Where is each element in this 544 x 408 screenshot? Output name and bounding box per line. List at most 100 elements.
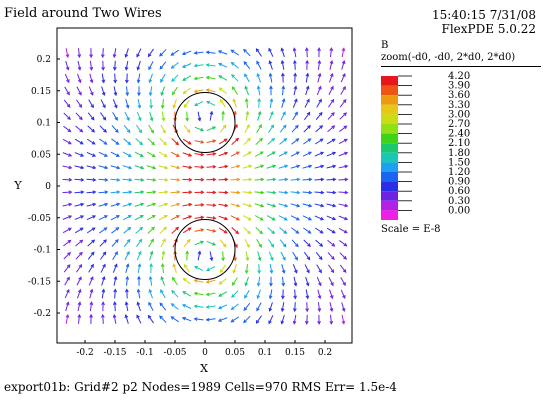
field-arrow xyxy=(340,277,346,286)
field-arrow xyxy=(147,226,155,234)
field-arrow xyxy=(316,264,322,273)
field-arrow xyxy=(149,289,153,299)
field-arrow-head xyxy=(205,63,210,67)
field-arrow-head xyxy=(293,295,298,300)
field-arrow xyxy=(148,61,154,70)
field-arrow-head xyxy=(176,153,180,157)
field-arrow xyxy=(316,276,322,286)
field-arrow xyxy=(182,304,192,309)
field-arrow xyxy=(65,48,69,58)
field-arrow-head xyxy=(186,129,191,134)
field-arrow-head xyxy=(256,282,261,287)
field-arrow xyxy=(172,86,178,95)
legend-swatch xyxy=(381,124,398,134)
field-arrow-head xyxy=(320,203,325,208)
legend-level-label: 4.20 xyxy=(448,71,470,82)
field-arrow-head xyxy=(224,164,229,169)
field-arrow xyxy=(89,73,93,83)
field-arrow-head xyxy=(149,263,153,267)
field-arrow xyxy=(338,138,348,145)
field-arrow xyxy=(86,215,96,221)
field-arrow xyxy=(255,226,263,234)
field-arrow xyxy=(135,239,143,248)
field-arrow-head xyxy=(103,227,108,231)
field-arrow-head xyxy=(164,202,169,207)
field-arrow-head xyxy=(283,230,288,234)
field-arrow xyxy=(278,165,288,169)
field-arrow-head xyxy=(281,72,285,77)
field-arrow xyxy=(290,151,300,157)
field-arrow xyxy=(306,314,308,324)
field-arrow xyxy=(182,317,192,322)
field-arrow-head xyxy=(329,59,334,64)
field-arrow-head xyxy=(101,91,106,97)
field-arrow-head xyxy=(136,288,141,293)
field-arrow xyxy=(113,48,117,58)
field-arrow xyxy=(206,241,216,246)
field-arrow-head xyxy=(116,215,120,219)
field-arrow-head xyxy=(217,50,222,54)
field-arrow-head xyxy=(151,214,156,219)
field-arrow xyxy=(99,251,107,260)
field-arrow xyxy=(302,178,312,181)
field-arrow xyxy=(182,138,192,145)
field-arrow-head xyxy=(293,282,298,287)
field-arrow xyxy=(146,191,156,194)
field-arrow xyxy=(182,203,192,207)
field-arrow xyxy=(100,264,106,273)
field-arrow xyxy=(87,239,95,247)
field-arrow xyxy=(63,264,71,273)
field-arrow-head xyxy=(283,151,288,155)
field-arrow xyxy=(218,63,228,68)
field-arrow xyxy=(194,204,204,206)
field-arrow xyxy=(328,99,334,108)
field-arrow-head xyxy=(181,316,186,321)
field-arrow-head xyxy=(128,165,133,170)
field-arrow-head xyxy=(103,129,107,133)
field-arrow-head xyxy=(78,263,83,268)
field-arrow xyxy=(291,125,299,133)
field-arrow-head xyxy=(331,125,336,129)
field-arrow xyxy=(162,98,164,108)
field-arrow xyxy=(341,60,345,70)
field-arrow xyxy=(231,74,239,82)
field-arrow-head xyxy=(116,165,121,170)
legend-level-label: 3.60 xyxy=(448,90,470,101)
field-arrow-head xyxy=(124,66,129,71)
field-arrow xyxy=(268,251,274,261)
field-arrow xyxy=(194,266,204,272)
field-arrow xyxy=(74,152,84,157)
field-arrow-head xyxy=(68,202,73,207)
field-arrow-head xyxy=(284,177,289,182)
field-arrow xyxy=(269,302,273,312)
field-arrow-head xyxy=(148,92,153,97)
plot-title: Field around Two Wires xyxy=(4,6,162,21)
field-arrow-head xyxy=(209,257,214,262)
field-arrow-head xyxy=(137,92,141,97)
field-arrow xyxy=(77,314,81,324)
field-arrow xyxy=(134,215,144,221)
field-arrow-head xyxy=(114,116,118,121)
field-arrow-head xyxy=(343,256,347,260)
field-arrow xyxy=(158,165,168,169)
field-arrow-head xyxy=(137,263,142,268)
field-arrow-head xyxy=(341,47,346,52)
field-arrow-head xyxy=(200,190,205,195)
field-arrow xyxy=(294,60,296,70)
field-arrow xyxy=(206,153,216,156)
field-arrow-head xyxy=(304,47,309,52)
field-arrow xyxy=(218,291,228,297)
field-arrow-head xyxy=(124,314,129,319)
x-tick-label: 0 xyxy=(202,348,208,358)
field-arrow-head xyxy=(89,54,93,59)
field-arrow xyxy=(306,48,308,58)
field-arrow-head xyxy=(223,138,228,143)
field-arrow-head xyxy=(281,269,286,274)
field-arrow-head xyxy=(209,110,214,115)
field-arrow xyxy=(194,292,204,296)
field-arrow xyxy=(62,178,72,181)
field-arrow xyxy=(160,73,166,83)
field-arrow-head xyxy=(305,282,310,287)
field-arrow-head xyxy=(243,48,247,53)
field-arrow-head xyxy=(212,229,217,233)
